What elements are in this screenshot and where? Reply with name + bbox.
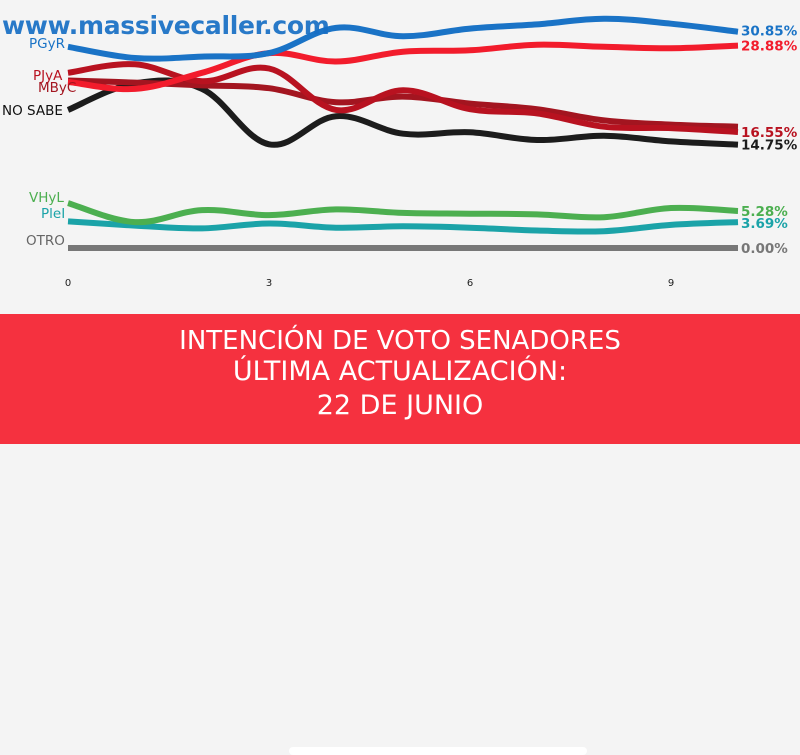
series-end-label: 3.69%: [741, 216, 788, 232]
series-line-pgyr: [67, 15, 739, 62]
series-end-label: 5.28%: [741, 204, 788, 220]
title-banner: INTENCIÓN DE VOTO SENADORES ÚLTIMA ACTUA…: [0, 314, 800, 755]
series-name-pgyr: PGyR: [29, 36, 65, 52]
series-line-vhyl: [67, 200, 739, 226]
x-tick-label: 6: [467, 278, 473, 289]
series-end-label: 16.55%: [741, 125, 798, 141]
x-tick-label: 0: [65, 278, 71, 289]
x-tick-label: 3: [266, 278, 272, 289]
banner-date: 22 DE JUNIO: [316, 390, 484, 421]
series-name-mbyc: MByC: [38, 80, 76, 96]
series-end-label: 14.75%: [741, 138, 798, 154]
home-indicator[interactable]: [289, 747, 587, 755]
banner-update-label: ÚLTIMA ACTUALIZACIÓN:: [232, 356, 568, 387]
series-end-label: 0.00%: [741, 241, 788, 257]
series-line-unnamed: [67, 41, 739, 93]
series-name-pjya: PJyA: [33, 68, 63, 84]
banner-title: INTENCIÓN DE VOTO SENADORES: [179, 326, 621, 356]
watermark: www.massivecaller.com: [2, 11, 330, 40]
chart-area: 0 3 6 9 PGyR PJyA MByC NO SABE VHyL PleI OTRO 30.85…: [0, 0, 800, 314]
x-tick-label: 9: [668, 278, 674, 289]
series-line-plei: [67, 218, 739, 235]
series-name-vhyl: VHyL: [29, 190, 64, 206]
series-line-mbyc: [67, 77, 739, 130]
series-end-label: 28.88%: [741, 39, 798, 55]
series-end-label: 30.85%: [741, 24, 798, 40]
series-name-otro: OTRO: [26, 233, 65, 249]
series-name-plei: PleI: [41, 206, 65, 222]
series-name-no-sabe: NO SABE: [2, 103, 63, 119]
